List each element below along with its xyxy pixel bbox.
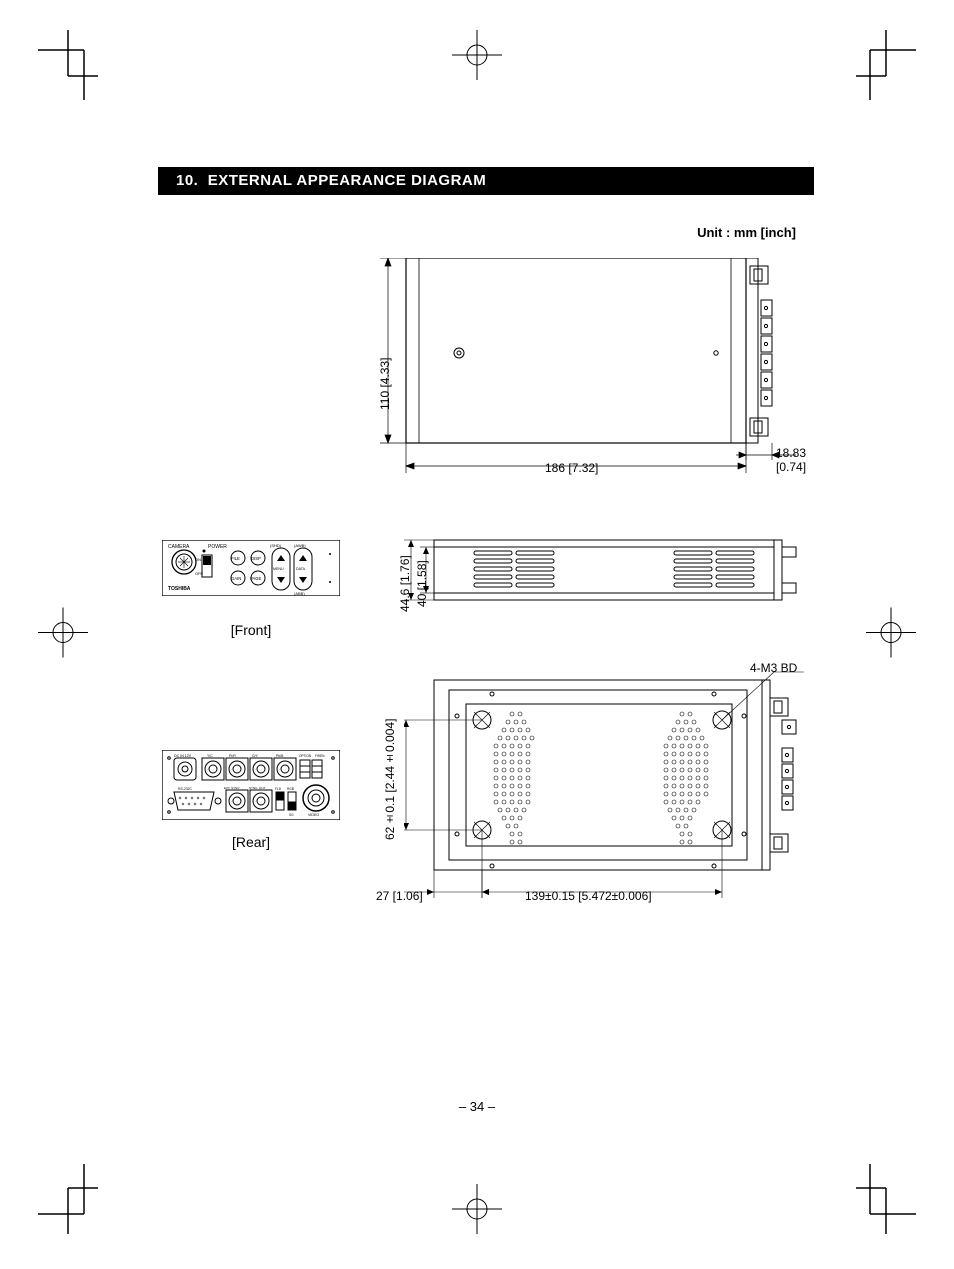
svg-text:VIDEO: VIDEO	[308, 813, 319, 817]
section-heading: 10. EXTERNAL APPEARANCE DIAGRAM	[158, 167, 814, 195]
svg-text:PAGE: PAGE	[250, 576, 262, 581]
svg-text:(ABB): (ABB)	[294, 591, 305, 596]
rear-panel: DC IN 12V Y/C Pr/R G/Y Pb/B OPTION FWEN …	[162, 750, 340, 820]
section-number: 10.	[176, 172, 198, 189]
svg-text:DATA: DATA	[296, 567, 306, 571]
regmark-bl	[38, 1164, 98, 1239]
svg-text:RS-232C: RS-232C	[178, 787, 192, 791]
dim-side-h1: 44.6 [1.76]	[398, 540, 412, 612]
svg-text:(SHD): (SHD)	[270, 543, 282, 548]
svg-text:POWER: POWER	[208, 544, 227, 550]
bd-note: 4-M3 BD	[750, 661, 797, 675]
svg-text:DISP: DISP	[251, 556, 261, 561]
regmark-mr	[866, 607, 916, 662]
dim-bottom-h: 62±0.1 [2.44±0.004]	[383, 700, 397, 840]
dim-side-h2: 40 [1.58]	[415, 545, 429, 607]
page-number: – 34 –	[0, 1099, 954, 1114]
svg-text:OFF: OFF	[195, 571, 204, 576]
svg-text:Y/C: Y/C	[207, 754, 213, 758]
svg-text:EXT. SYNC: EXT. SYNC	[224, 786, 240, 790]
front-panel-label: [Front]	[162, 622, 340, 638]
regmark-br	[856, 1164, 916, 1239]
svg-text:SYNC. OUT: SYNC. OUT	[249, 786, 266, 790]
regmark-tc	[452, 30, 502, 85]
bottom-view	[404, 670, 804, 908]
dim-flange-a: 18.83	[776, 446, 806, 460]
svg-text:ON: ON	[195, 557, 201, 562]
camera-label: CAMERA	[168, 544, 190, 550]
svg-text:TOSHIBA: TOSHIBA	[168, 586, 191, 592]
dim-bottom-w: 139±0.15 [5.472±0.006]	[525, 889, 652, 903]
svg-text:SG: SG	[289, 813, 294, 817]
svg-text:FWEN: FWEN	[315, 754, 325, 758]
section-title: EXTERNAL APPEARANCE DIAGRAM	[208, 172, 487, 189]
svg-text:Pr/R: Pr/R	[229, 754, 236, 758]
svg-text:FLD: FLD	[275, 787, 282, 791]
unit-label: Unit : mm [inch]	[697, 225, 796, 240]
side-view	[404, 535, 804, 613]
front-panel: CAMERA POWER ON OFF TOSHIBA FILE DISP GA…	[162, 540, 340, 596]
page: 10. EXTERNAL APPEARANCE DIAGRAM Unit : m…	[0, 0, 954, 1269]
dim-top-width: 186 [7.32]	[545, 461, 598, 475]
svg-text:(AWB): (AWB)	[294, 543, 306, 548]
dim-bottom-off: 27 [1.06]	[376, 889, 423, 903]
regmark-tr	[856, 30, 916, 105]
regmark-tl	[38, 30, 98, 105]
dim-top-height: 110 [4.33]	[378, 300, 392, 410]
dim-flange-b: [0.74]	[776, 460, 806, 474]
rear-panel-label: [Rear]	[162, 834, 340, 850]
regmark-bc	[452, 1184, 502, 1239]
svg-text:GAIN: GAIN	[231, 576, 241, 581]
svg-text:OPTION: OPTION	[299, 754, 312, 758]
svg-text:Pb/B: Pb/B	[276, 754, 284, 758]
svg-text:DC IN 12V: DC IN 12V	[174, 754, 192, 758]
svg-text:FILE: FILE	[231, 556, 240, 561]
top-view	[376, 258, 806, 483]
regmark-ml	[38, 607, 88, 662]
svg-text:MENU: MENU	[273, 567, 284, 571]
svg-text:RGB: RGB	[287, 787, 294, 791]
svg-text:G/Y: G/Y	[252, 754, 259, 758]
